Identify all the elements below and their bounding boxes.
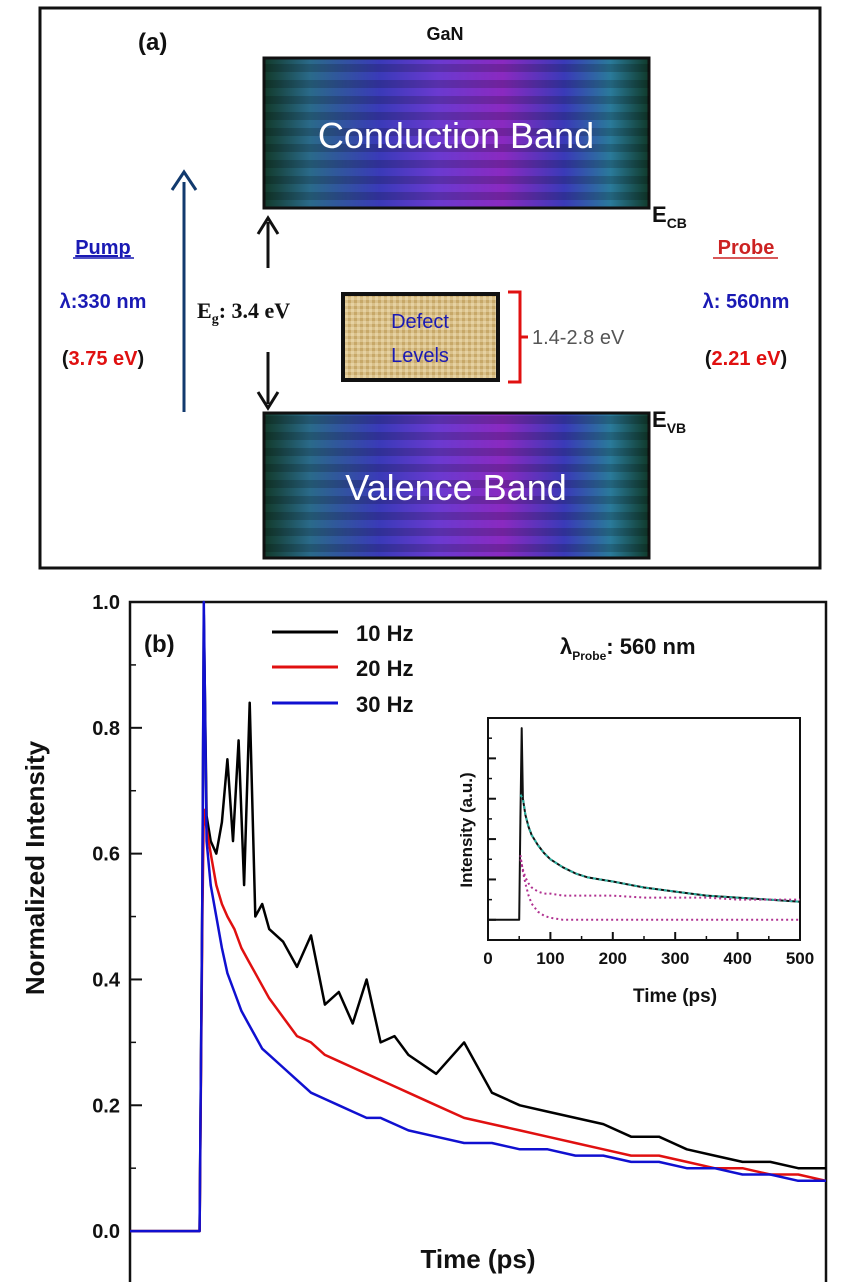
main-series-0 [130, 613, 826, 1233]
main-y-tick-label-5: 1.0 [92, 592, 120, 614]
inset-x-tick-label-1: 100 [536, 949, 564, 968]
main-y-tick-label-1: 0.2 [92, 1095, 120, 1117]
main-x-axis-label: Time (ps) [420, 1244, 535, 1274]
main-y-tick-label-2: 0.4 [92, 969, 121, 991]
probe-title: Probe [718, 237, 775, 259]
legend-label-10hz: 10 Hz [356, 621, 413, 646]
defect-label-line1: Defect [391, 311, 449, 333]
inset-y-axis-label: Intensity (a.u.) [457, 772, 476, 887]
conduction-band-box [262, 56, 651, 210]
legend-label-20hz: 20 Hz [356, 656, 413, 681]
inset-x-tick-label-5: 500 [786, 949, 814, 968]
bandgap-label: Eg: 3.4 eV [197, 298, 290, 327]
main-y-tick-label-3: 0.6 [92, 844, 120, 866]
valence-band-label: Valence Band [345, 467, 567, 508]
panel-a-label: (a) [138, 29, 167, 56]
main-series-2 [130, 600, 826, 1233]
main-y-axis-label: Normalized Intensity [20, 740, 50, 995]
panel-b-label: (b) [144, 631, 175, 658]
main-y-tick-label-4: 0.8 [92, 718, 120, 740]
defect-bracket [508, 290, 528, 384]
band-diagram: (a) GaN Conduction Band Valence Band ECB… [38, 6, 822, 570]
inset-series-3 [519, 855, 800, 921]
pump-title: Pump [75, 237, 131, 259]
main-y-tick-label-0: 0.0 [92, 1221, 120, 1243]
legend-label-30hz: 30 Hz [356, 692, 413, 717]
inset-x-axis-label: Time (ps) [633, 986, 717, 1007]
inset-x-tick-label-3: 300 [661, 949, 689, 968]
conduction-band-label: Conduction Band [318, 115, 594, 156]
evb-label: EVB [652, 407, 686, 436]
probe-wavelength: λ: 560nm [703, 291, 790, 313]
inset-x-tick-label-4: 400 [723, 949, 751, 968]
material-label: GaN [426, 24, 463, 44]
pump-wavelength: λ:330 nm [60, 291, 147, 313]
inset-x-tick-label-2: 200 [599, 949, 627, 968]
ecb-label: ECB [652, 202, 687, 231]
defect-range-label: 1.4-2.8 eV [532, 327, 625, 349]
defect-levels-box [341, 292, 500, 382]
main-plot-frame [128, 600, 828, 1282]
inset-x-tick-label-0: 0 [483, 949, 492, 968]
inset-series-1 [519, 794, 801, 903]
main-chart: 0 100 200 300 400 500 0.0 0.2 0.4 0.6 0.8 1.0 (b) 1… [20, 592, 828, 1282]
defect-label-line2: Levels [391, 345, 449, 367]
main-series-1 [130, 808, 827, 1233]
pump-arrow [170, 169, 198, 412]
valence-band-box [262, 411, 651, 560]
probe-annotation: λProbe: 560 nm [560, 634, 696, 663]
probe-energy: (2.21 eV) [705, 348, 787, 370]
bandgap-arrow [256, 215, 280, 411]
inset-background [488, 718, 800, 940]
pump-energy: (3.75 eV) [62, 348, 144, 370]
legend: 10 Hz 20 Hz 30 Hz [272, 621, 413, 717]
